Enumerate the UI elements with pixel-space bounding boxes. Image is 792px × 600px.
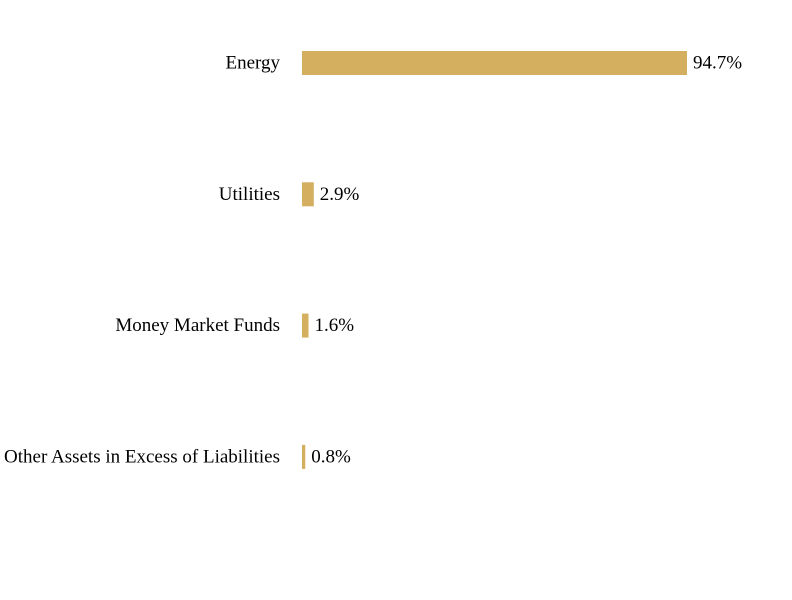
data-label: 94.7% (693, 53, 742, 74)
data-label: 2.9% (320, 184, 360, 205)
category-label: Energy (225, 53, 280, 74)
data-label: 1.6% (315, 315, 355, 336)
category-label: Other Assets in Excess of Liabilities (4, 446, 280, 467)
bar (302, 444, 306, 469)
bar (302, 313, 309, 338)
bar (302, 182, 314, 207)
data-label: 0.8% (311, 446, 351, 467)
category-label: Utilities (219, 184, 280, 205)
category-label: Money Market Funds (115, 315, 280, 336)
chart-rows: Energy 94.7% Utilities 2.9% Money Market Fun… (4, 51, 742, 469)
bar (302, 51, 687, 75)
